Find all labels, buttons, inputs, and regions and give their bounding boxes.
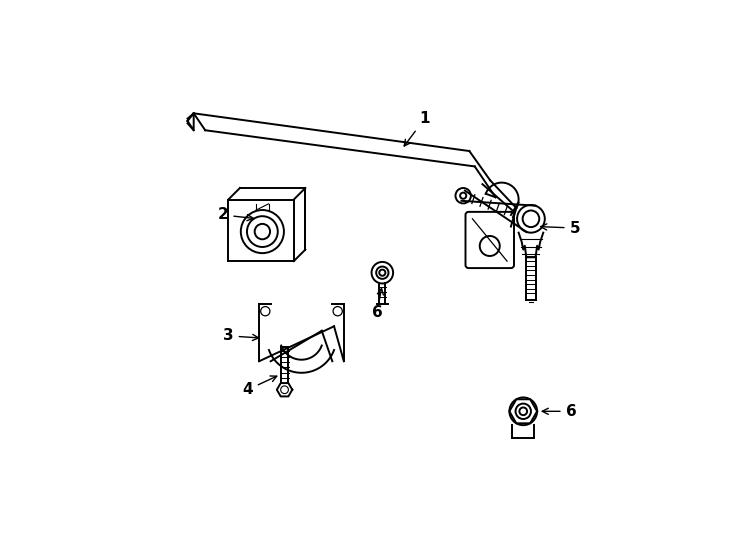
Text: 3: 3 — [223, 328, 258, 343]
Text: 6: 6 — [542, 404, 576, 419]
Text: 1: 1 — [404, 111, 430, 146]
Text: 2: 2 — [217, 207, 253, 222]
Text: 6: 6 — [371, 288, 383, 320]
Text: 5: 5 — [541, 220, 580, 235]
Text: 4: 4 — [242, 376, 277, 397]
